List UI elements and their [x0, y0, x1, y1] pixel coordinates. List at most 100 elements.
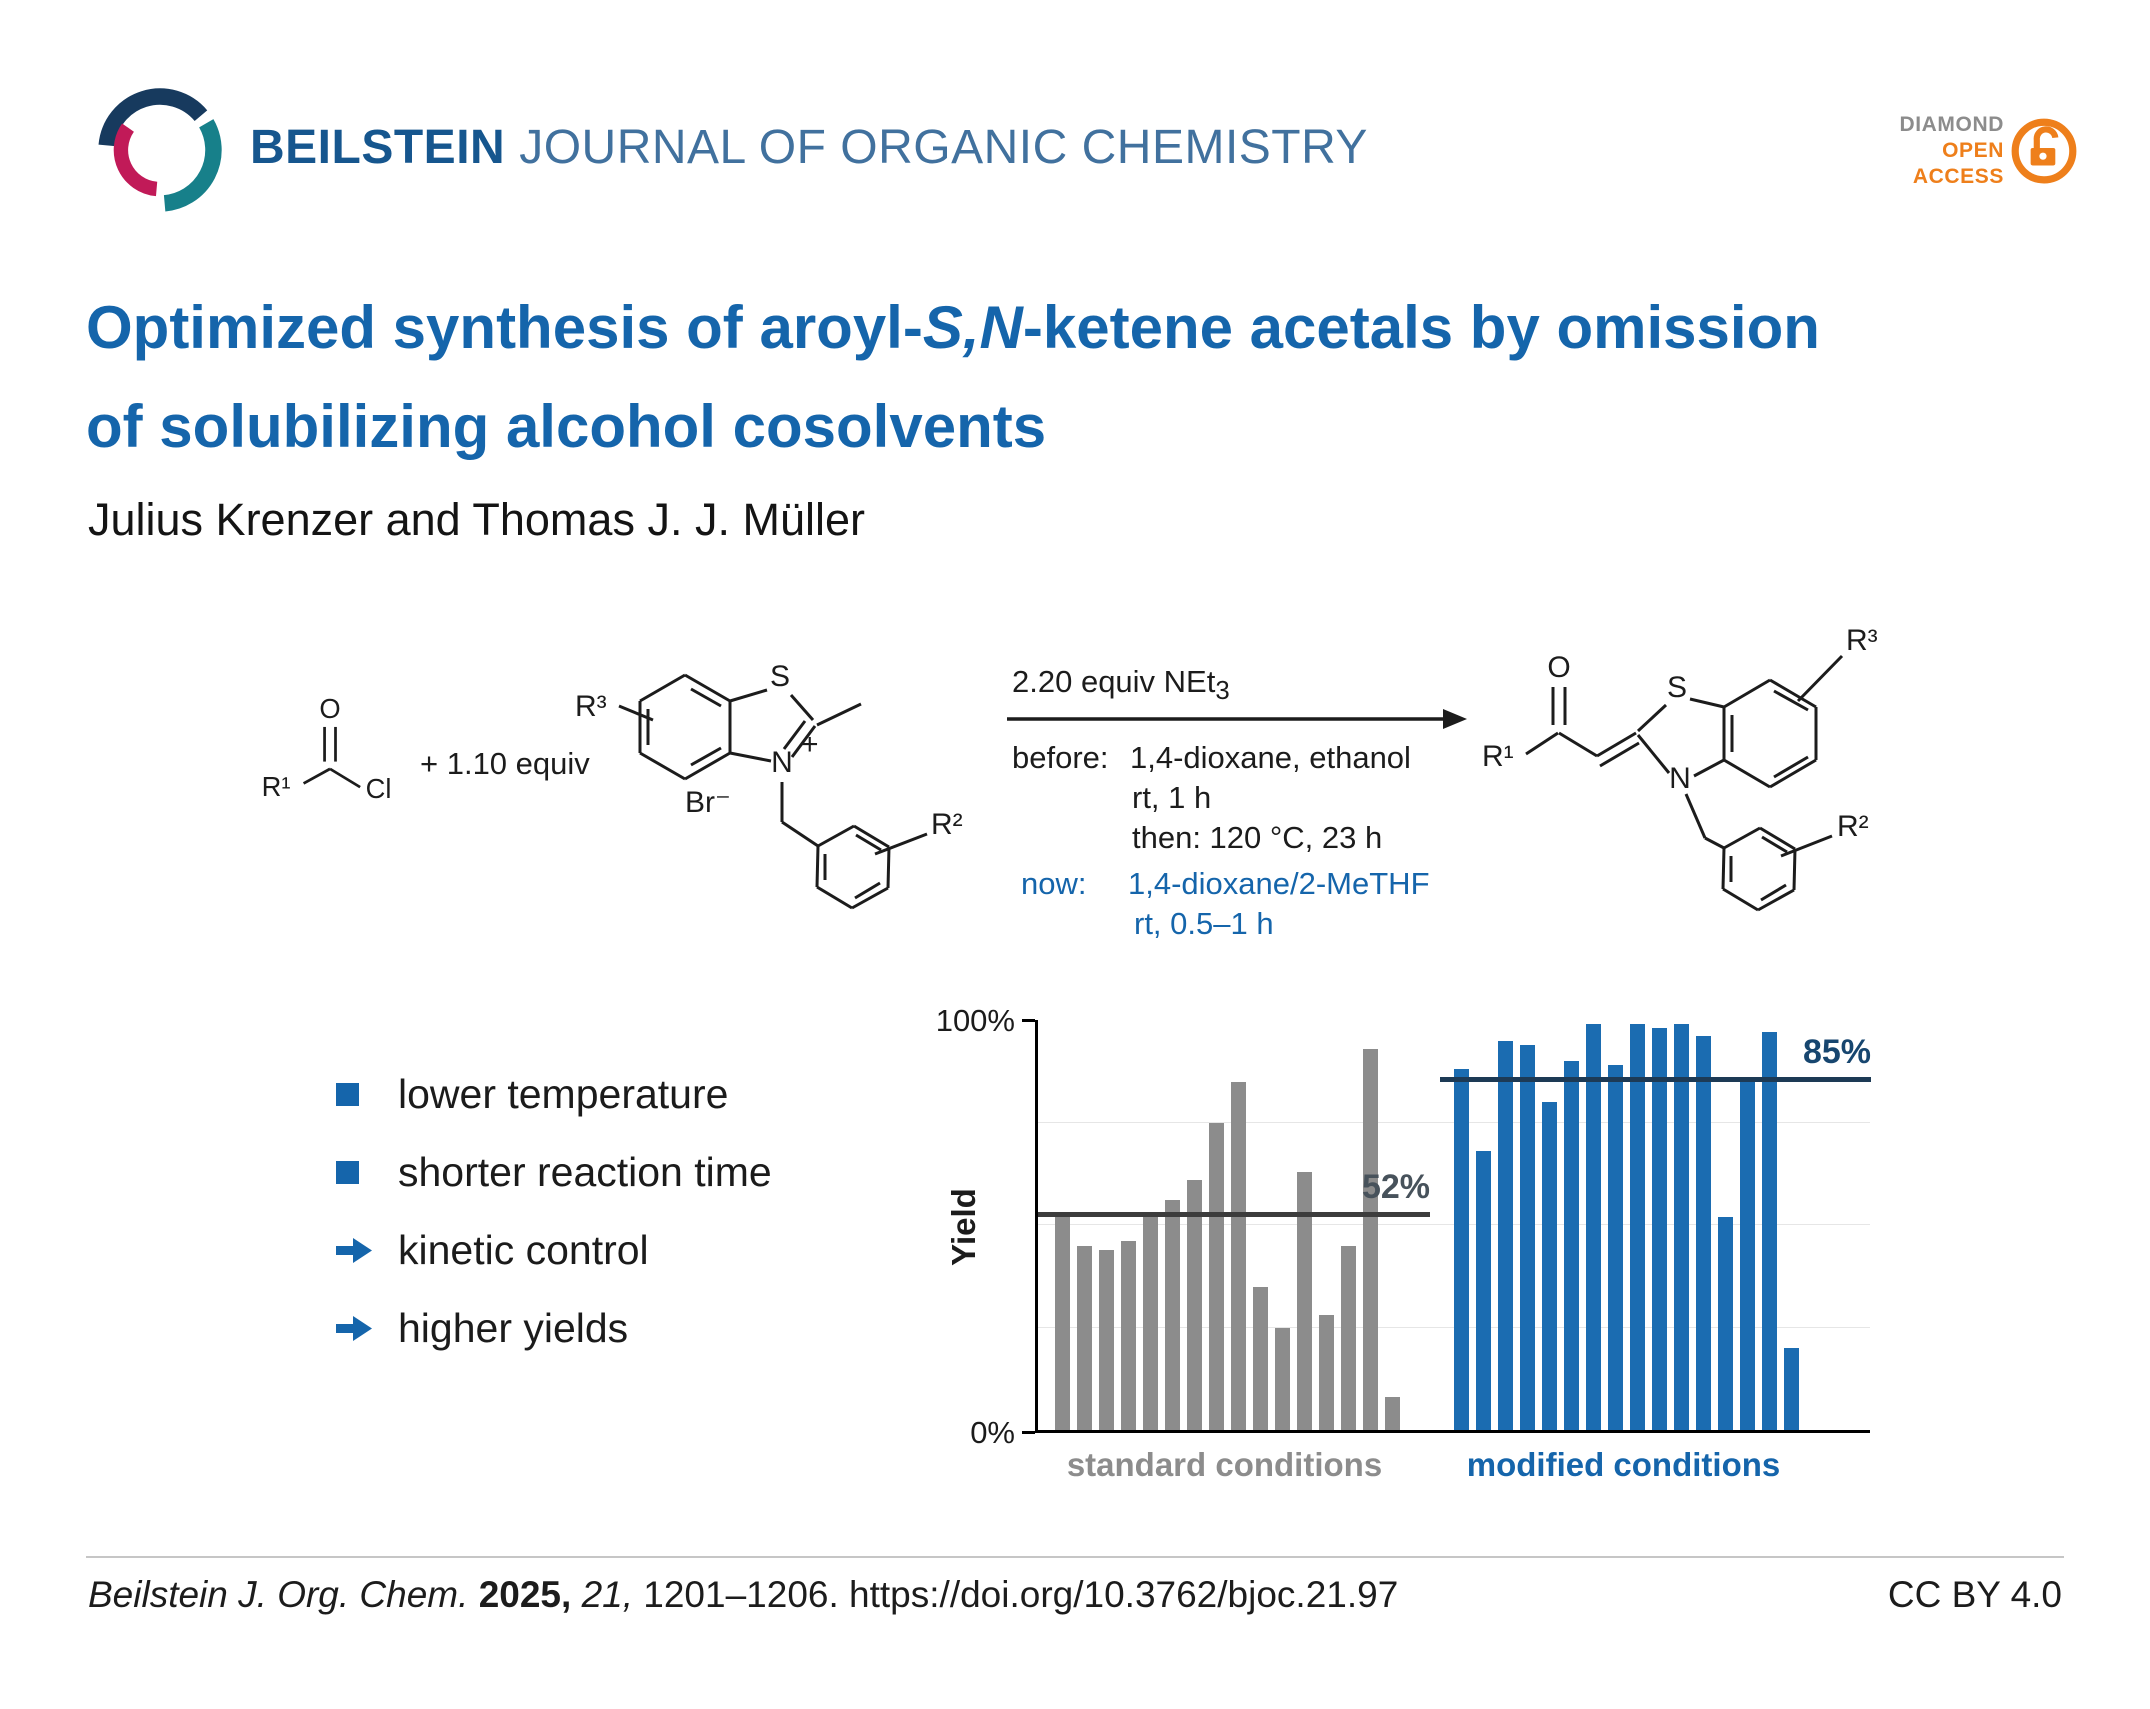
- badge-diamond-label: DIAMOND: [1899, 113, 2004, 136]
- yield-bar: [1385, 1397, 1400, 1430]
- atom-label-r3: R³: [575, 690, 607, 723]
- charge-plus: +: [801, 728, 819, 761]
- average-label-modified: 85%: [1802, 1032, 1871, 1071]
- atom-label-r1: R¹: [262, 771, 291, 802]
- yield-bar: [1718, 1216, 1733, 1430]
- atom-label-r1: R¹: [1482, 740, 1514, 773]
- x-axis-group-label-standard: standard conditions: [1066, 1446, 1383, 1483]
- square-bullet-icon: [336, 1082, 398, 1106]
- x-axis-group-label-modified: modified conditions: [1466, 1446, 1781, 1483]
- chart-plot-area: 52% 85%: [1035, 1020, 1871, 1433]
- highlight-shorter-reaction-time: shorter reaction time: [336, 1148, 772, 1196]
- atom-label-o: O: [1547, 651, 1570, 684]
- yield-bar: [1696, 1036, 1711, 1430]
- conditions-now-line2: rt, 0.5–1 h: [1134, 906, 1274, 941]
- highlight-label: shorter reaction time: [398, 1148, 772, 1195]
- equivalents-text: + 1.10 equiv: [420, 746, 590, 781]
- title-italic-sn: S,N: [922, 294, 1023, 361]
- yield-bar: [1454, 1069, 1469, 1430]
- journal-name-rest: JOURNAL OF ORGANIC CHEMISTRY: [519, 121, 1368, 174]
- beilstein-logo-icon: [98, 88, 222, 212]
- atom-label-r2: R²: [931, 808, 963, 841]
- highlight-label: lower temperature: [398, 1070, 729, 1117]
- atom-label-r2: R²: [1837, 810, 1869, 843]
- yield-bar: [1143, 1216, 1158, 1430]
- atom-label-n: N: [1669, 762, 1691, 795]
- reaction-arrow: [1007, 709, 1467, 729]
- y-tick-mark: [1022, 1019, 1035, 1022]
- product-structure: R¹ O S N R³ R²: [1482, 624, 1878, 912]
- badge-open-label: OPEN: [1942, 139, 2004, 162]
- yield-bar: [1341, 1245, 1356, 1430]
- yield-bar: [1077, 1245, 1092, 1430]
- atom-label-r3: R³: [1846, 624, 1878, 657]
- yield-bar: [1520, 1044, 1535, 1430]
- atom-label-o: O: [319, 693, 340, 724]
- conditions-before-line1: before: 1,4-dioxane, ethanol: [1012, 740, 1411, 775]
- yield-bar: [1165, 1200, 1180, 1430]
- yield-bar: [1121, 1241, 1136, 1430]
- reagent-text: 2.20 equiv NEt3: [1012, 664, 1230, 706]
- y-tick-mark: [1022, 1431, 1035, 1434]
- highlight-label: kinetic control: [398, 1226, 649, 1273]
- yield-bar: [1498, 1040, 1513, 1430]
- yield-bar: [1784, 1348, 1799, 1430]
- y-tick-0: 0%: [970, 1415, 1015, 1450]
- yield-bar: [1652, 1028, 1667, 1430]
- yield-bar: [1253, 1286, 1268, 1430]
- journal-name: BEILSTEIN JOURNAL OF ORGANIC CHEMISTRY: [250, 120, 1368, 175]
- yield-bar: [1209, 1122, 1224, 1430]
- atom-label-s: S: [1667, 671, 1687, 704]
- average-label-standard: 52%: [1361, 1167, 1430, 1206]
- atom-label-cl: Cl: [366, 773, 392, 804]
- conditions-now-line1: now: 1,4-dioxane/2-MeTHF: [1021, 866, 1430, 901]
- yield-bar: [1275, 1327, 1290, 1430]
- yield-bar: [1740, 1081, 1755, 1430]
- yield-bar: [1564, 1061, 1579, 1430]
- citation: Beilstein J. Org. Chem. 2025, 21, 1201–1…: [88, 1574, 1399, 1615]
- badge-access-label: ACCESS: [1912, 165, 2004, 188]
- yield-bar: [1297, 1171, 1312, 1430]
- open-access-lock-icon: [2011, 118, 2077, 184]
- yield-bar: [1542, 1102, 1557, 1430]
- average-line-standard: [1038, 1211, 1430, 1217]
- footer-divider: [86, 1556, 2064, 1558]
- arrow-bullet-icon: [336, 1237, 398, 1264]
- yield-bar: [1363, 1048, 1378, 1430]
- reagent-subscript: 3: [1215, 677, 1230, 706]
- yield-bar: [1762, 1032, 1777, 1430]
- highlight-label: higher yields: [398, 1304, 629, 1351]
- highlight-kinetic-control: kinetic control: [336, 1226, 649, 1274]
- benzothiazolium-salt-structure: R³ S N + Br⁻ R²: [575, 660, 963, 910]
- yield-bar: [1630, 1024, 1645, 1430]
- yield-bar: [1586, 1024, 1601, 1430]
- footer: Beilstein J. Org. Chem. 2025, 21, 1201–1…: [88, 1574, 2062, 1616]
- acyl-chloride-structure: R¹ O Cl: [262, 693, 392, 804]
- doi-text: https://doi.org/10.3762/bjoc.21.97: [849, 1574, 1399, 1615]
- authors: Julius Krenzer and Thomas J. J. Müller: [88, 494, 865, 545]
- atom-label-n: N: [771, 746, 793, 779]
- title-line-2: of solubilizing alcohol cosolvents: [86, 393, 1047, 460]
- conditions-before-line3: then: 120 °C, 23 h: [1132, 820, 1383, 855]
- page-title: Optimized synthesis of aroyl-S,N-ketene …: [86, 278, 2076, 476]
- average-line-modified: [1440, 1076, 1871, 1082]
- arrow-bullet-icon: [336, 1315, 398, 1342]
- yield-bar: [1187, 1179, 1202, 1430]
- y-tick-100: 100%: [935, 1003, 1015, 1038]
- journal-name-bold: BEILSTEIN: [250, 121, 506, 174]
- highlight-higher-yields: higher yields: [336, 1304, 628, 1352]
- license-label: CC BY 4.0: [1887, 1574, 2062, 1615]
- yield-bar: [1319, 1315, 1334, 1430]
- yield-bar: [1231, 1081, 1246, 1430]
- yield-bar: [1608, 1065, 1623, 1430]
- title-line-1: Optimized synthesis of aroyl-S,N-ketene …: [86, 294, 1820, 361]
- yield-bar: [1055, 1216, 1070, 1430]
- yield-bar: [1099, 1249, 1114, 1430]
- highlight-lower-temperature: lower temperature: [336, 1070, 728, 1118]
- yield-bar: [1476, 1151, 1491, 1430]
- y-axis-title: Yield: [945, 1188, 982, 1266]
- yield-bar: [1674, 1024, 1689, 1430]
- counterion-br: Br⁻: [685, 786, 731, 819]
- atom-label-s: S: [770, 660, 790, 693]
- square-bullet-icon: [336, 1160, 398, 1184]
